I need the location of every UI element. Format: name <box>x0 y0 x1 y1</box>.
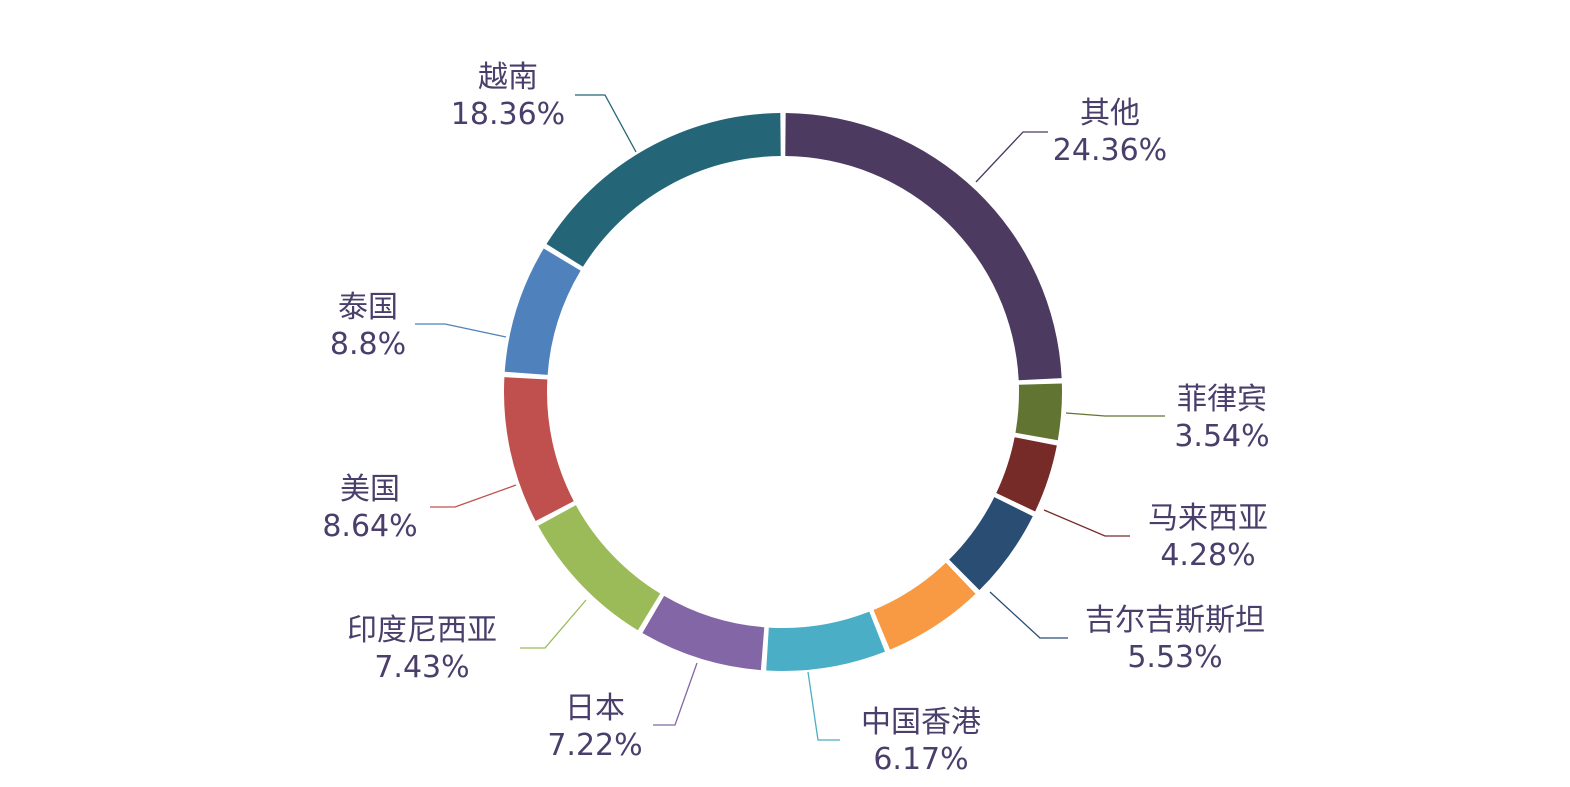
slice-value-label: 3.54% <box>1174 419 1269 454</box>
slice-name-label: 菲律宾 <box>1177 382 1267 417</box>
slice-vietnam <box>546 113 781 267</box>
leader-line <box>807 671 840 741</box>
slice-value-label: 7.43% <box>374 650 469 685</box>
slice-name-label: 日本 <box>565 691 625 726</box>
slice-indonesia <box>642 595 765 671</box>
leader-line <box>430 484 517 508</box>
leader-line <box>1065 412 1165 417</box>
slice-value-label: 7.22% <box>547 728 642 763</box>
slice-name-label: 吉尔吉斯斯坦 <box>1085 603 1265 638</box>
slice-name-label: 其他 <box>1080 96 1140 131</box>
slice-name-label: 越南 <box>478 60 538 95</box>
slice-value-label: 18.36% <box>451 97 565 132</box>
leader-line <box>1043 509 1130 537</box>
slice-value-label: 8.8% <box>330 327 406 362</box>
leader-line <box>989 591 1068 639</box>
slice-malaysia <box>996 437 1057 512</box>
slice-name-label: 泰国 <box>338 290 398 325</box>
slice-hongkong <box>873 562 976 650</box>
slice-name-label: 美国 <box>340 472 400 507</box>
slice-blue <box>504 248 581 375</box>
slice-name-label: 印度尼西亚 <box>347 613 497 648</box>
slice-value-label: 5.53% <box>1127 640 1222 675</box>
slice-kyrgyzstan <box>949 497 1033 591</box>
slice-usa <box>538 505 661 631</box>
slice-other <box>785 113 1062 381</box>
leader-line <box>653 662 698 726</box>
leader-line <box>975 131 1048 183</box>
leader-line <box>415 323 507 338</box>
slice-value-label: 24.36% <box>1053 133 1167 168</box>
slice-value-label: 8.64% <box>322 509 417 544</box>
slice-philippines <box>1015 383 1062 441</box>
slice-value-label: 4.28% <box>1160 538 1255 573</box>
slice-name-label: 中国香港 <box>861 705 981 740</box>
leader-line <box>575 94 637 153</box>
slice-japan <box>766 611 886 671</box>
slice-value-label: 6.17% <box>873 742 968 777</box>
leader-line <box>520 599 587 649</box>
slice-name-label: 马来西亚 <box>1148 501 1268 536</box>
slice-thailand <box>504 377 574 522</box>
